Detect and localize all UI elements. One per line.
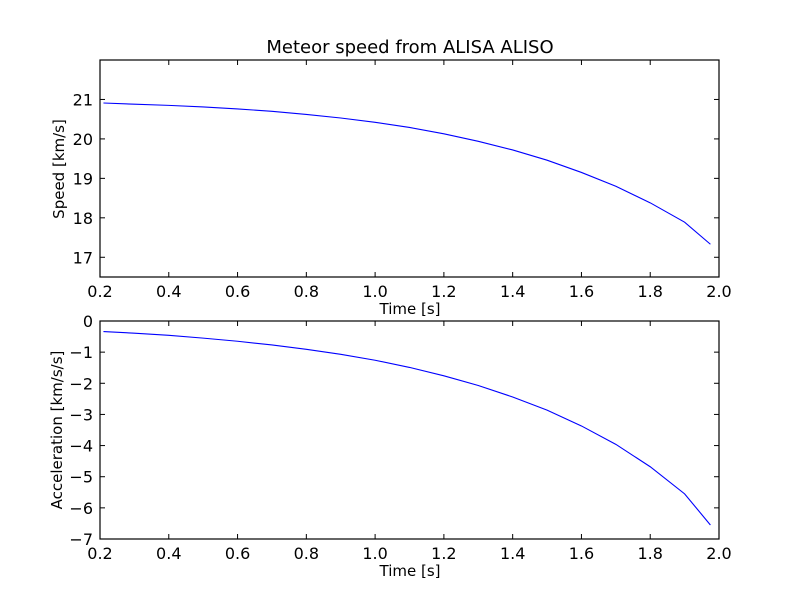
acceleration-x-tick-label: 0.6 [225,544,250,563]
speed-y-tick-label: 21 [73,90,93,109]
speed-y-tick-label: 20 [73,130,93,149]
speed-x-tick-label: 0.6 [225,282,250,301]
acceleration-x-tick-label: 2.0 [706,544,731,563]
acceleration-x-axis-label: Time [s] [379,562,441,580]
acceleration-x-tick-label: 1.4 [500,544,525,563]
speed-x-tick-label: 1.6 [569,282,594,301]
acceleration-panel: Time [s] Acceleration [km/s/s] 0.2 0.4 0.6… [48,312,732,580]
acceleration-y-tick-label: −5 [69,468,93,487]
acceleration-y-tick-label: −1 [69,343,93,362]
acceleration-plot-frame [99,320,720,540]
speed-x-tick-label: 2.0 [706,282,731,301]
acceleration-x-tick-label: 1.6 [569,544,594,563]
acceleration-y-tick-label: −4 [69,437,93,456]
speed-x-tick-label: 1.4 [500,282,525,301]
speed-panel: Time [s] Speed [km/s] 0.2 0.4 0.6 0.8 1.0 1.2… [50,59,732,318]
speed-x-tick-label: 1.8 [637,282,662,301]
speed-plot-frame [99,59,720,278]
acceleration-y-axis-label: Acceleration [km/s/s] [48,351,66,510]
speed-y-axis-label: Speed [km/s] [50,119,68,219]
speed-x-tick-label: 1.2 [431,282,456,301]
acceleration-x-tick-label: 0.2 [87,544,112,563]
speed-y-tick-label: 19 [73,169,93,188]
acceleration-y-tick-label: −2 [69,374,93,393]
acceleration-x-tick-label: 1.2 [431,544,456,563]
speed-x-tick-label: 0.8 [294,282,319,301]
acceleration-y-tick-label: 0 [83,312,93,331]
speed-x-axis-label: Time [s] [379,300,441,318]
chart-title: Meteor speed from ALISA ALISO [266,37,553,58]
speed-series-line [103,102,711,245]
speed-x-tick-label: 0.2 [87,282,112,301]
speed-y-tick-label: 18 [73,209,93,228]
acceleration-x-tick-label: 0.4 [156,544,181,563]
acceleration-x-tick-label: 1.8 [637,544,662,563]
acceleration-y-tick-label: −6 [69,499,93,518]
acceleration-series-line [103,331,711,526]
acceleration-y-tick-label: −3 [69,405,93,424]
acceleration-x-tick-label: 1.0 [362,544,387,563]
speed-x-tick-label: 0.4 [156,282,181,301]
speed-y-tick-label: 17 [73,248,93,267]
acceleration-y-tick-label: −7 [69,530,93,549]
speed-x-tick-label: 1.0 [362,282,387,301]
acceleration-x-tick-label: 0.8 [294,544,319,563]
